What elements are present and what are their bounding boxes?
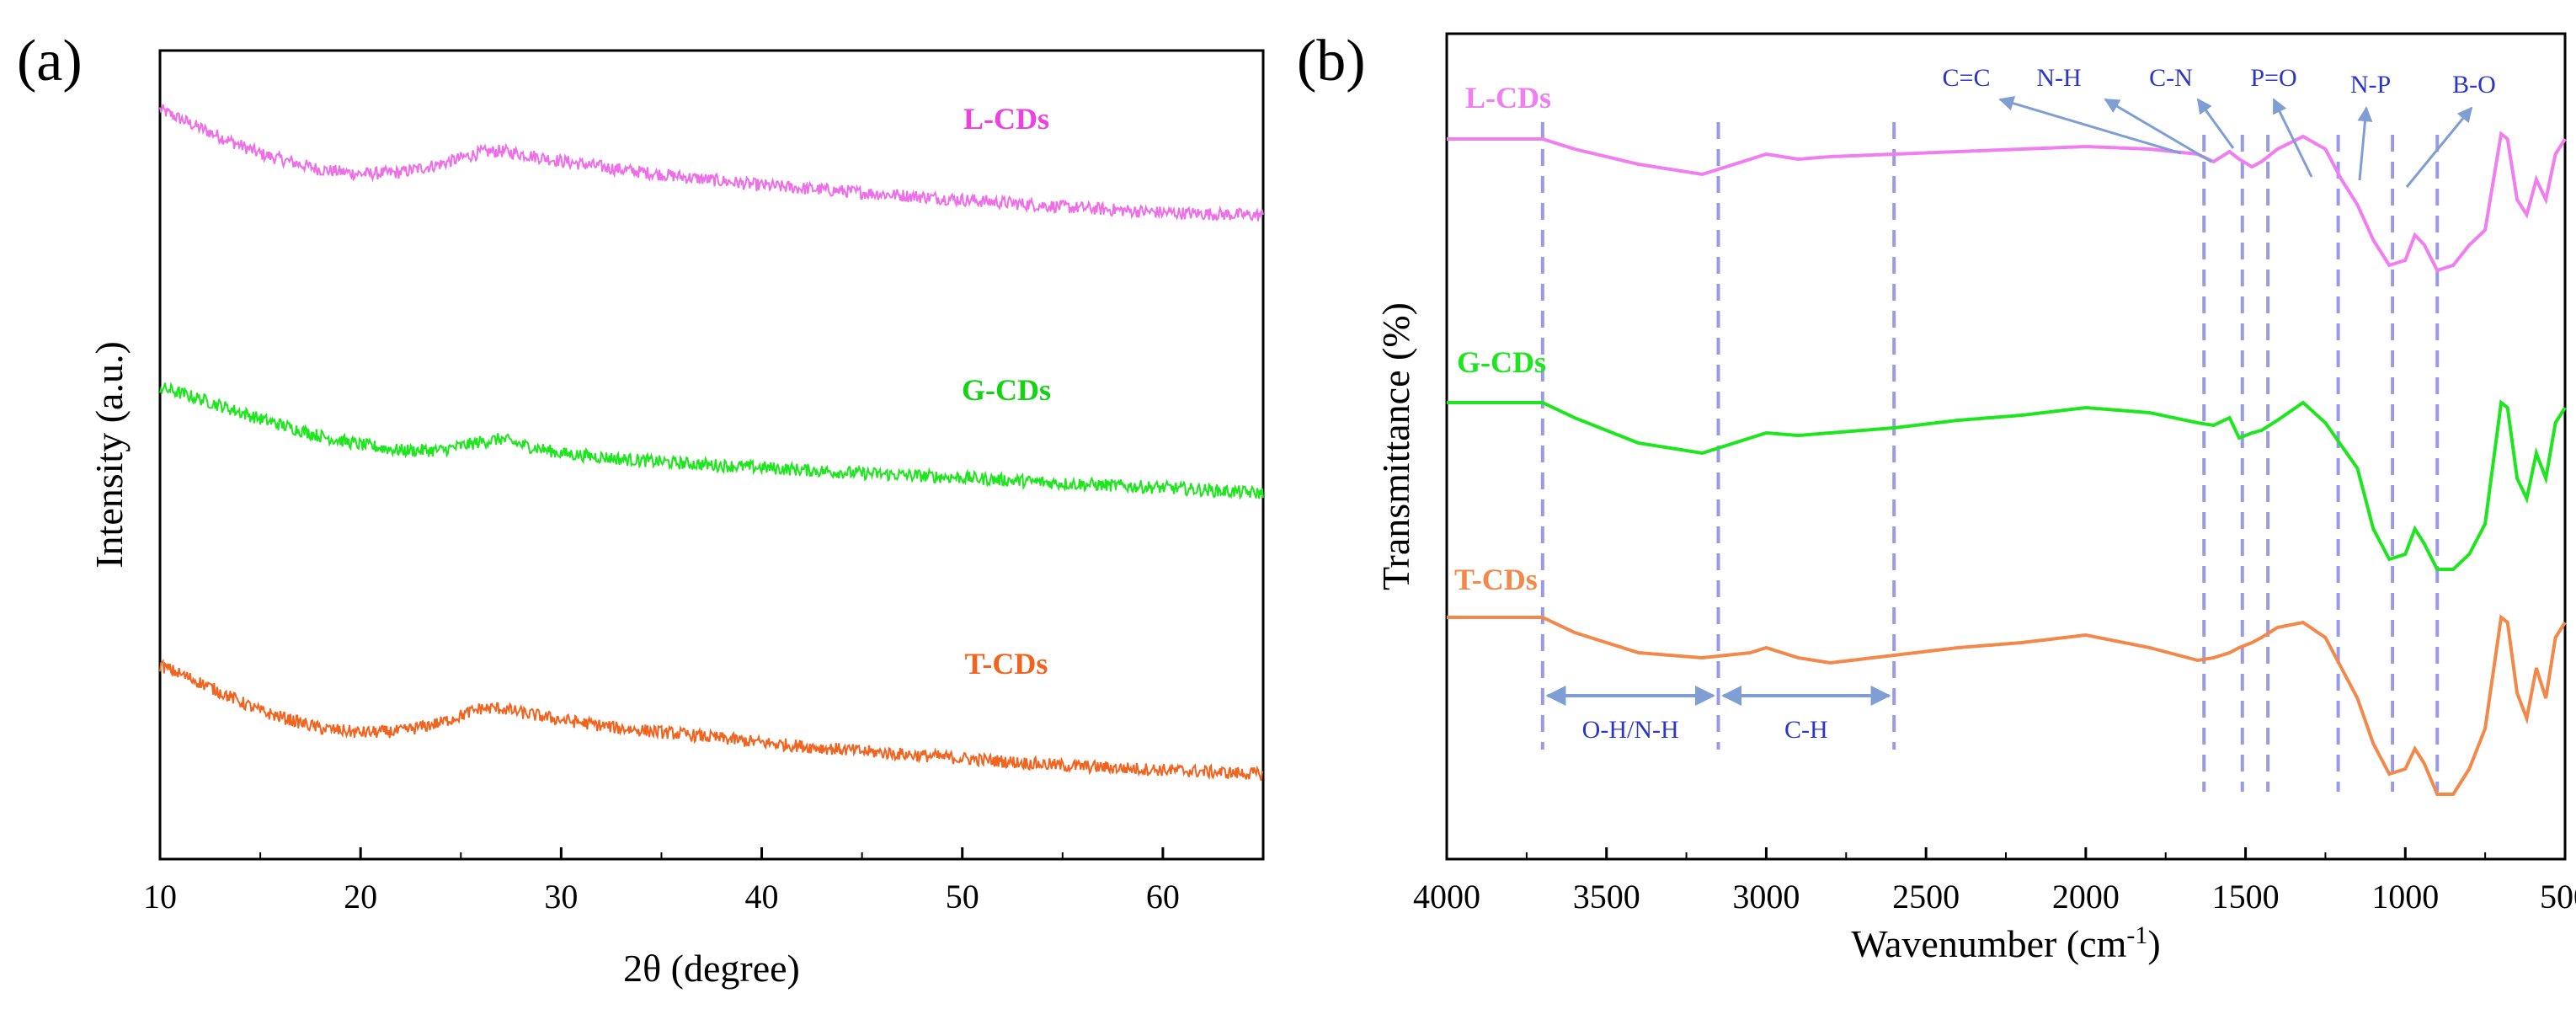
- panel-a-x-axis-label: 2θ (degree): [623, 947, 800, 990]
- b-x-tick-label: 3500: [1573, 878, 1640, 916]
- panel-b-series: [1447, 131, 2567, 796]
- panel-b-x-ticks: 4000 3500 3000 2500 2000 1500 1000 500: [1413, 847, 2576, 916]
- b-bond-arrow: [2104, 98, 2212, 163]
- panel-b-label: (b): [1297, 29, 1366, 93]
- panel-a: (a) 10 20 30 40 50 60 2θ (degree) Intensity (…: [17, 29, 1265, 990]
- a-series-line-g-cds: [159, 381, 1264, 500]
- a-series-line-t-cds: [159, 659, 1263, 781]
- b-bond-label: C-N: [2149, 64, 2193, 92]
- panel-b-annotations: C=C N-H C-N P=O N-P B-O O-H/N-H C-H: [1545, 64, 2496, 744]
- b-bond-label: C=C: [1943, 64, 1991, 92]
- panel-a-y-axis-label: Intensity (a.u.): [88, 341, 131, 569]
- panel-a-legend-l-cds: L-CDs: [963, 102, 1049, 136]
- panel-a-frame: [158, 49, 1265, 861]
- panel-b-x-axis-label: Wavenumber (cm-1): [1851, 921, 2160, 965]
- a-x-tick-label: 60: [1146, 878, 1180, 916]
- b-x-tick-label: 500: [2540, 878, 2576, 916]
- a-x-tick-label: 20: [344, 878, 377, 916]
- panel-b-legend-l-cds: L-CDs: [1465, 81, 1551, 115]
- b-bond-label: B-O: [2452, 71, 2496, 99]
- panel-a-x-ticks: 10 20 30 40 50 60: [143, 847, 1180, 916]
- b-bond-arrow: [2272, 98, 2313, 178]
- b-series-line-g-cds: [1447, 399, 2567, 571]
- b-bond-label: N-P: [2350, 71, 2391, 99]
- panel-b-legend-g-cds: G-CDs: [1457, 345, 1546, 379]
- a-x-tick-label: 40: [745, 878, 779, 916]
- a-x-tick-label: 10: [143, 878, 177, 916]
- a-x-tick-label: 50: [946, 878, 979, 916]
- b-x-tick-label: 2500: [1892, 878, 1960, 916]
- b-bond-label: P=O: [2250, 64, 2296, 92]
- panel-a-legend-t-cds: T-CDs: [965, 647, 1048, 681]
- panel-a-series: [159, 104, 1264, 781]
- panel-a-label: (a): [17, 29, 83, 93]
- b-bond-arrow: [1998, 95, 2182, 155]
- b-series-line-l-cds: [1447, 131, 2567, 273]
- b-range-label: C-H: [1784, 716, 1828, 744]
- b-bond-arrow: [2405, 106, 2473, 188]
- panel-a-legend-g-cds: G-CDs: [962, 373, 1051, 407]
- b-x-tick-label: 2000: [2052, 878, 2120, 916]
- b-series-line-t-cds: [1447, 614, 2567, 796]
- panel-b-legend-t-cds: T-CDs: [1454, 563, 1538, 596]
- panel-b-reference-lines: [1540, 122, 2440, 792]
- b-bond-arrow: [2357, 106, 2373, 181]
- a-x-tick-label: 30: [544, 878, 578, 916]
- b-bond-arrow: [2196, 98, 2235, 149]
- b-range-label: O-H/N-H: [1582, 716, 1679, 744]
- panel-b: (b) 4000 3500 3000 2500 2000 1500 1000 500 C=C N…: [1297, 29, 2576, 965]
- b-x-tick-label: 1000: [2371, 878, 2439, 916]
- b-x-tick-label: 4000: [1413, 878, 1480, 916]
- a-series-line-l-cds: [159, 104, 1264, 222]
- b-x-tick-label: 3000: [1732, 878, 1800, 916]
- b-bond-label: N-H: [2036, 64, 2081, 92]
- b-x-tick-label: 1500: [2212, 878, 2280, 916]
- panel-b-y-axis-label: Transmittance (%): [1374, 302, 1417, 590]
